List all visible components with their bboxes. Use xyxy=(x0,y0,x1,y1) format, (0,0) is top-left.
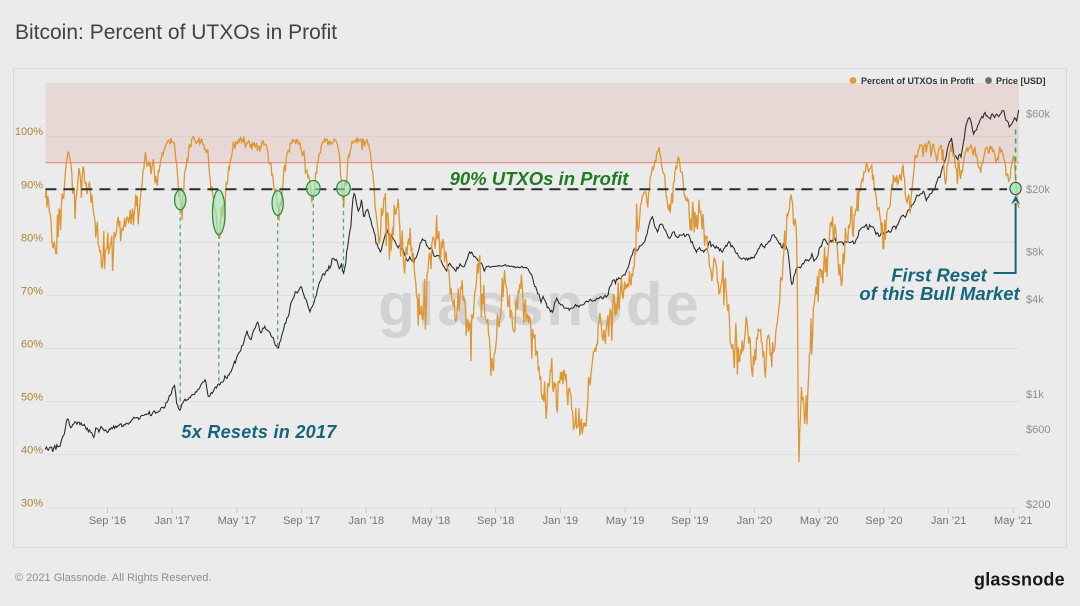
svg-text:Sep ’20: Sep ’20 xyxy=(865,515,902,527)
svg-text:70%: 70% xyxy=(21,285,43,297)
svg-text:Sep ’19: Sep ’19 xyxy=(671,515,708,527)
svg-text:of this Bull Market: of this Bull Market xyxy=(859,283,1020,304)
svg-text:Jan ’20: Jan ’20 xyxy=(737,515,772,527)
svg-text:May ’21: May ’21 xyxy=(994,515,1033,527)
svg-text:Percent of UTXOs in Profit: Percent of UTXOs in Profit xyxy=(861,76,974,86)
svg-text:80%: 80% xyxy=(21,232,43,244)
svg-text:glassnode: glassnode xyxy=(974,570,1065,590)
svg-text:40%: 40% xyxy=(21,445,43,457)
svg-text:5x Resets in 2017: 5x Resets in 2017 xyxy=(181,422,337,442)
svg-text:Sep ’18: Sep ’18 xyxy=(477,515,514,527)
svg-text:90%: 90% xyxy=(21,179,43,191)
svg-text:$4k: $4k xyxy=(1026,294,1044,306)
svg-text:100%: 100% xyxy=(15,126,43,138)
svg-text:May ’17: May ’17 xyxy=(218,515,257,527)
svg-text:May ’19: May ’19 xyxy=(606,515,645,527)
svg-text:glassnode: glassnode xyxy=(378,271,702,338)
svg-text:Jan ’17: Jan ’17 xyxy=(154,515,189,527)
svg-text:$200: $200 xyxy=(1026,499,1050,511)
svg-text:$600: $600 xyxy=(1026,424,1050,436)
svg-text:60%: 60% xyxy=(21,339,43,351)
svg-text:90% UTXOs in Profit: 90% UTXOs in Profit xyxy=(450,168,630,189)
svg-text:Price [USD]: Price [USD] xyxy=(996,76,1046,86)
svg-text:$1k: $1k xyxy=(1026,389,1044,401)
svg-text:First Reset: First Reset xyxy=(891,265,987,286)
svg-text:May ’20: May ’20 xyxy=(800,515,839,527)
svg-text:Sep ’17: Sep ’17 xyxy=(283,515,320,527)
svg-text:$8k: $8k xyxy=(1026,247,1044,259)
svg-text:Jan ’21: Jan ’21 xyxy=(931,515,966,527)
svg-text:30%: 30% xyxy=(21,498,43,510)
svg-text:© 2021 Glassnode. All Rights R: © 2021 Glassnode. All Rights Reserved. xyxy=(15,572,211,584)
svg-text:May ’18: May ’18 xyxy=(412,515,451,527)
svg-text:$60k: $60k xyxy=(1026,109,1050,121)
svg-text:50%: 50% xyxy=(21,392,43,404)
svg-text:Jan ’19: Jan ’19 xyxy=(543,515,578,527)
svg-text:Jan ’18: Jan ’18 xyxy=(349,515,384,527)
svg-text:Bitcoin: Percent of UTXOs in P: Bitcoin: Percent of UTXOs in Profit xyxy=(15,21,337,44)
svg-text:$20k: $20k xyxy=(1026,184,1050,196)
svg-text:Sep ’16: Sep ’16 xyxy=(89,515,126,527)
